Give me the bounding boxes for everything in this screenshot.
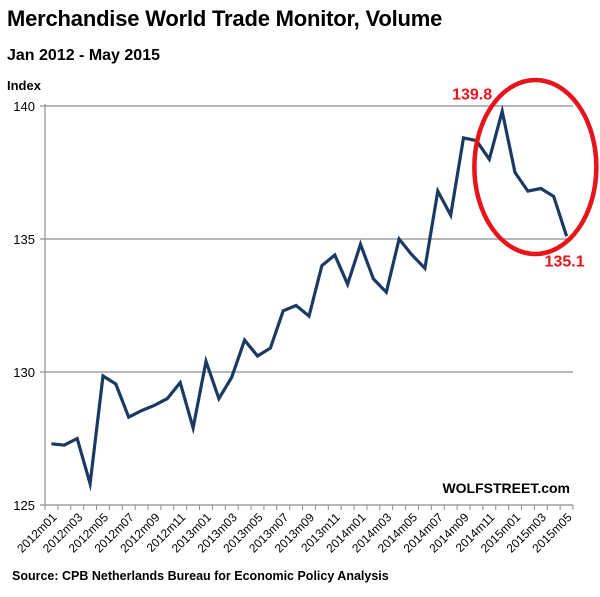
series-group (51, 104, 569, 492)
annotation-label: 139.8 (452, 86, 492, 103)
y-tick-label: 130 (13, 365, 35, 380)
annotations: 139.8 135.1 (452, 77, 599, 270)
y-axis-label: Index (7, 78, 41, 93)
y-tick-labels: 140 135 130 125 (13, 99, 35, 513)
annotation-label: 135.1 (545, 253, 585, 270)
gridlines (45, 105, 573, 373)
chart-subtitle: Jan 2012 - May 2015 (7, 47, 160, 64)
y-tick-label: 140 (13, 99, 35, 114)
y-tick-label: 125 (13, 498, 35, 513)
axes (40, 104, 574, 510)
highlight-ellipse (472, 77, 599, 257)
source-note: Source: CPB Netherlands Bureau for Econo… (12, 569, 389, 583)
y-tick-label: 135 (13, 232, 35, 247)
watermark: WOLFSTREET.com (442, 480, 570, 496)
chart-title: Merchandise World Trade Monitor, Volume (7, 6, 443, 31)
series-line (51, 104, 569, 492)
x-tick-labels: 2012m012012m032012m052012m072012m092012m… (14, 510, 575, 556)
